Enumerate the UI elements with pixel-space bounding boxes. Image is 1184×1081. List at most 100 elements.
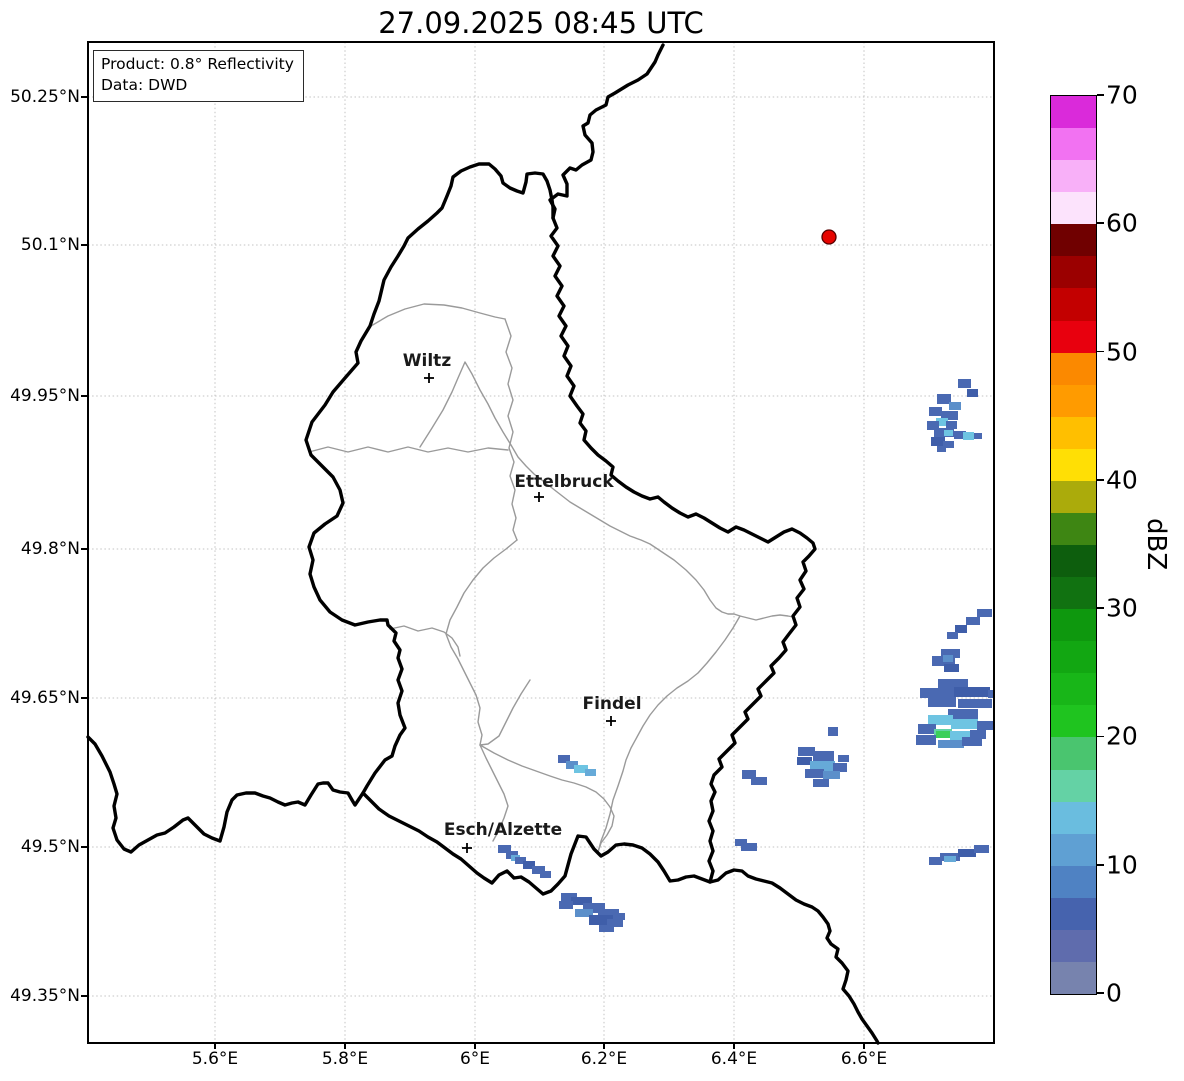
- radar-echo-cell: [928, 715, 953, 725]
- radar-echo-cell: [943, 655, 953, 662]
- radar-echo-cell: [523, 861, 535, 869]
- admin-border: [419, 361, 794, 621]
- admin-border: [389, 625, 461, 657]
- radar-echo-cell: [937, 446, 946, 452]
- radar-echo-cell: [936, 418, 948, 426]
- radar-echo-cell: [805, 769, 824, 778]
- map-canvas: [86, 41, 995, 1045]
- radar-echo-cell: [977, 609, 992, 617]
- colorbar-segment: [1051, 769, 1096, 802]
- colorbar-tick-label: 40: [1106, 465, 1138, 495]
- radar-echo-cell: [566, 761, 578, 769]
- radar-echo-cell: [515, 857, 526, 864]
- y-tick-label: 49.35°N: [10, 986, 80, 1006]
- city-label: Findel: [582, 694, 642, 714]
- y-tick-label: 50.25°N: [10, 87, 80, 107]
- admin-border: [479, 679, 531, 842]
- y-tick-label: 49.65°N: [10, 688, 80, 708]
- colorbar-axis-label-text: dBZ: [1141, 517, 1171, 571]
- country-border: [304, 162, 817, 896]
- admin-border: [445, 539, 518, 746]
- colorbar-tick-mark: [1097, 479, 1104, 481]
- colorbar-tick-mark: [1097, 863, 1104, 866]
- x-tick-mark: [214, 1043, 216, 1049]
- radar-echo-cell: [751, 777, 767, 785]
- radar-echo-cell: [931, 437, 945, 446]
- radar-echo-cell: [540, 871, 551, 878]
- radar-echo-cell: [947, 632, 958, 639]
- colorbar-segment: [1051, 929, 1096, 962]
- info-box: Product: 0.8° Reflectivity Data: DWD: [93, 50, 304, 102]
- radar-echo-cell: [823, 771, 840, 779]
- radar-echo-cell: [741, 843, 757, 851]
- colorbar-segment: [1051, 801, 1096, 834]
- radar-echo-cell: [613, 913, 625, 920]
- radar-echo-cell: [607, 919, 623, 927]
- colorbar-segment: [1051, 159, 1096, 193]
- colorbar-tick-mark: [1097, 735, 1104, 738]
- radar-echo-cell: [916, 735, 936, 745]
- y-tick-mark: [81, 995, 87, 997]
- colorbar-tick-label: 0: [1106, 978, 1122, 1008]
- radar-echo-cell: [920, 688, 956, 698]
- radar-echo-cell: [967, 389, 978, 397]
- colorbar-segment: [1051, 191, 1096, 225]
- radar-echo-cell: [949, 402, 961, 410]
- radar-echo-cell: [558, 755, 570, 763]
- colorbar-tick-label: 50: [1106, 337, 1138, 367]
- radar-echo-cell: [828, 727, 838, 736]
- colorbar-segment: [1051, 448, 1096, 481]
- radar-echo-cell: [735, 839, 747, 846]
- colorbar-segment: [1051, 512, 1096, 545]
- radar-echo-cell: [941, 649, 960, 658]
- x-tick-mark: [474, 1043, 476, 1049]
- x-tick-label: 6.4°E: [710, 1049, 758, 1069]
- country-border: [86, 735, 365, 854]
- radar-echo-cell: [988, 690, 994, 698]
- radar-echo-cell: [810, 761, 835, 771]
- colorbar-segment: [1051, 480, 1096, 513]
- country-border: [708, 868, 880, 1045]
- colorbar-segment: [1051, 736, 1096, 770]
- colorbar-segment: [1051, 127, 1096, 161]
- radar-echo-cell: [561, 893, 577, 901]
- radar-echo-cell: [946, 421, 957, 429]
- colorbar-segment: [1051, 640, 1096, 674]
- radar-echo-cell: [813, 751, 834, 761]
- colorbar-tick-mark: [1097, 992, 1104, 994]
- colorbar-tick-label: 10: [1106, 850, 1138, 880]
- radar-echo-cell: [575, 909, 593, 917]
- colorbar-segment: [1051, 865, 1096, 898]
- colorbar-segment: [1051, 223, 1096, 257]
- y-tick-mark: [81, 697, 87, 699]
- radar-echo-cell: [958, 849, 976, 857]
- radar-echo-cell: [571, 897, 592, 905]
- radar-echo-cell: [951, 719, 978, 729]
- radar-echo-cell: [929, 857, 942, 865]
- radar-echo-cell: [797, 757, 812, 765]
- radar-echo-cell: [798, 747, 815, 756]
- radar-echo-cell: [498, 845, 511, 853]
- colorbar-segment: [1051, 384, 1096, 417]
- y-tick-label: 50.1°N: [20, 235, 80, 255]
- y-tick-mark: [81, 548, 87, 550]
- colorbar-tick-label: 70: [1106, 80, 1138, 110]
- radar-echo-cell: [958, 699, 992, 708]
- radar-echo-cell: [928, 698, 956, 707]
- radar-echo-cell: [599, 925, 614, 932]
- radar-echo-cell: [966, 617, 980, 625]
- radar-echo-cell: [927, 421, 939, 430]
- colorbar-segment: [1051, 608, 1096, 642]
- y-tick-mark: [81, 96, 87, 98]
- radar-echo-cell: [977, 721, 994, 730]
- colorbar-tick-label: 20: [1106, 721, 1138, 751]
- colorbar-segment: [1051, 416, 1096, 449]
- radar-echo-cell: [955, 625, 967, 633]
- colorbar-tick-label: 60: [1106, 208, 1138, 238]
- colorbar-segment: [1051, 576, 1096, 610]
- colorbar-segment: [1051, 833, 1096, 866]
- radar-echo-cell: [941, 411, 958, 420]
- info-source-line: Data: DWD: [101, 76, 188, 95]
- radar-echo-cell: [948, 709, 978, 719]
